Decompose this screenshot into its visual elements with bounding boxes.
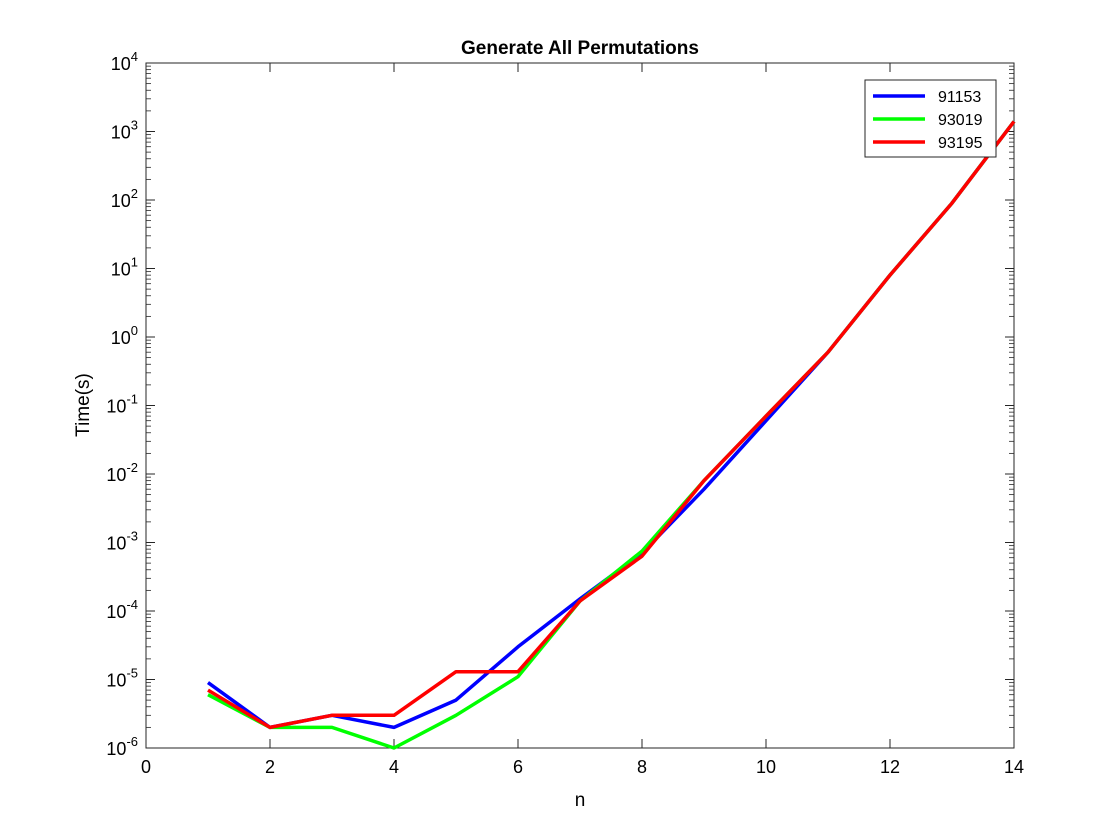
y-tick-base: 10: [106, 739, 126, 759]
x-tick-label: 14: [1004, 757, 1024, 777]
x-tick-label: 8: [637, 757, 647, 777]
axis-ticks: 0 2 4 6 8 10 12 1410-610-510-410-310-210-110010…: [106, 49, 1024, 777]
x-tick-label: 6: [513, 757, 523, 777]
legend: 91153 93019 93195: [864, 79, 997, 158]
y-tick-exponent: -5: [126, 666, 138, 681]
legend-label: 93019: [938, 112, 983, 129]
y-tick-label: 102: [111, 186, 138, 211]
y-tick-label: 103: [111, 118, 138, 143]
y-tick-label: 10-1: [106, 392, 138, 417]
y-tick-label: 10-4: [106, 597, 138, 622]
y-tick-exponent: -3: [126, 529, 138, 544]
y-tick-label: 10-6: [106, 734, 138, 759]
y-tick-exponent: -4: [126, 597, 138, 612]
y-tick-exponent: 0: [131, 323, 138, 338]
chart-title: Generate All Permutations: [461, 38, 699, 59]
y-tick-label: 10-5: [106, 666, 138, 691]
y-tick-exponent: -1: [126, 392, 138, 407]
y-tick-base: 10: [106, 602, 126, 622]
y-tick-label: 101: [111, 255, 138, 280]
y-tick-base: 10: [111, 123, 131, 143]
legend-label: 91153: [938, 89, 981, 106]
y-tick-exponent: -6: [126, 734, 138, 749]
series-line-93195: [207, 120, 1016, 730]
series-layer: [206, 120, 1016, 750]
y-tick-label: 10-3: [106, 529, 138, 554]
y-tick-label: 100: [111, 323, 138, 348]
y-tick-base: 10: [106, 671, 126, 691]
plot-area: [145, 62, 1015, 749]
y-tick-base: 10: [106, 465, 126, 485]
x-tick-label: 10: [756, 757, 776, 777]
y-tick-label: 10-2: [106, 460, 138, 485]
y-tick-exponent: 3: [131, 118, 138, 133]
y-tick-base: 10: [111, 328, 131, 348]
y-tick-exponent: 2: [131, 186, 138, 201]
y-tick-base: 10: [111, 191, 131, 211]
y-tick-label: 104: [111, 49, 138, 74]
y-tick-exponent: 1: [131, 255, 138, 270]
axes-box: [145, 62, 1015, 749]
y-tick-exponent: 4: [131, 49, 138, 64]
y-tick-base: 10: [111, 54, 131, 74]
y-tick-base: 10: [106, 397, 126, 417]
y-tick-base: 10: [106, 534, 126, 554]
legend-label: 93195: [938, 135, 983, 152]
x-tick-label: 12: [880, 757, 900, 777]
y-tick-exponent: -2: [126, 460, 138, 475]
x-tick-label: 0: [141, 757, 151, 777]
y-tick-base: 10: [111, 260, 131, 280]
x-tick-label: 4: [389, 757, 399, 777]
x-tick-label: 2: [265, 757, 275, 777]
y-axis-label: Time(s): [73, 373, 94, 437]
x-axis-label: n: [575, 790, 586, 811]
